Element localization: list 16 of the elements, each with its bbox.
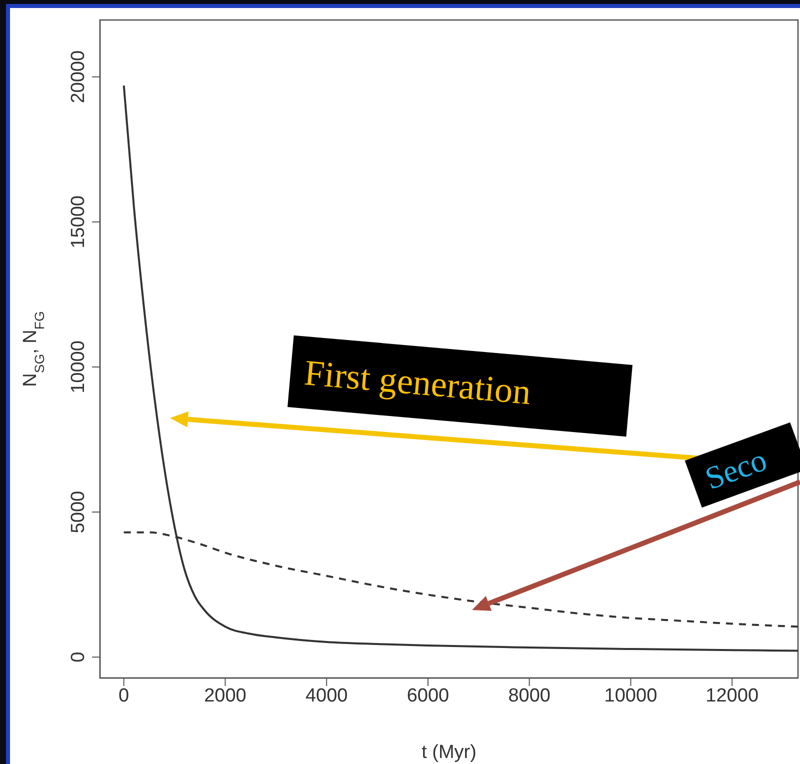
- y-tick-label: 20000: [68, 50, 89, 104]
- line-series: [122, 84, 798, 652]
- x-tick-label: 6000: [406, 685, 450, 706]
- x-tick-label: 8000: [508, 685, 550, 706]
- x-tick-label: 0: [118, 685, 130, 706]
- y-tick-label: 15000: [68, 196, 89, 248]
- x-tick-label: 10000: [604, 685, 658, 706]
- x-tick-label: 12000: [706, 685, 759, 706]
- y-tick-label: 5000: [68, 490, 89, 534]
- x-axis-title: t (Myr): [422, 742, 476, 763]
- annotation: Seco: [700, 441, 772, 496]
- annotation: First generation: [302, 352, 532, 412]
- x-tick-label: 2000: [204, 685, 246, 706]
- y-tick-label: 10000: [68, 340, 89, 394]
- y-tick-label: 0: [68, 652, 89, 662]
- x-tick-label: 4000: [305, 685, 348, 706]
